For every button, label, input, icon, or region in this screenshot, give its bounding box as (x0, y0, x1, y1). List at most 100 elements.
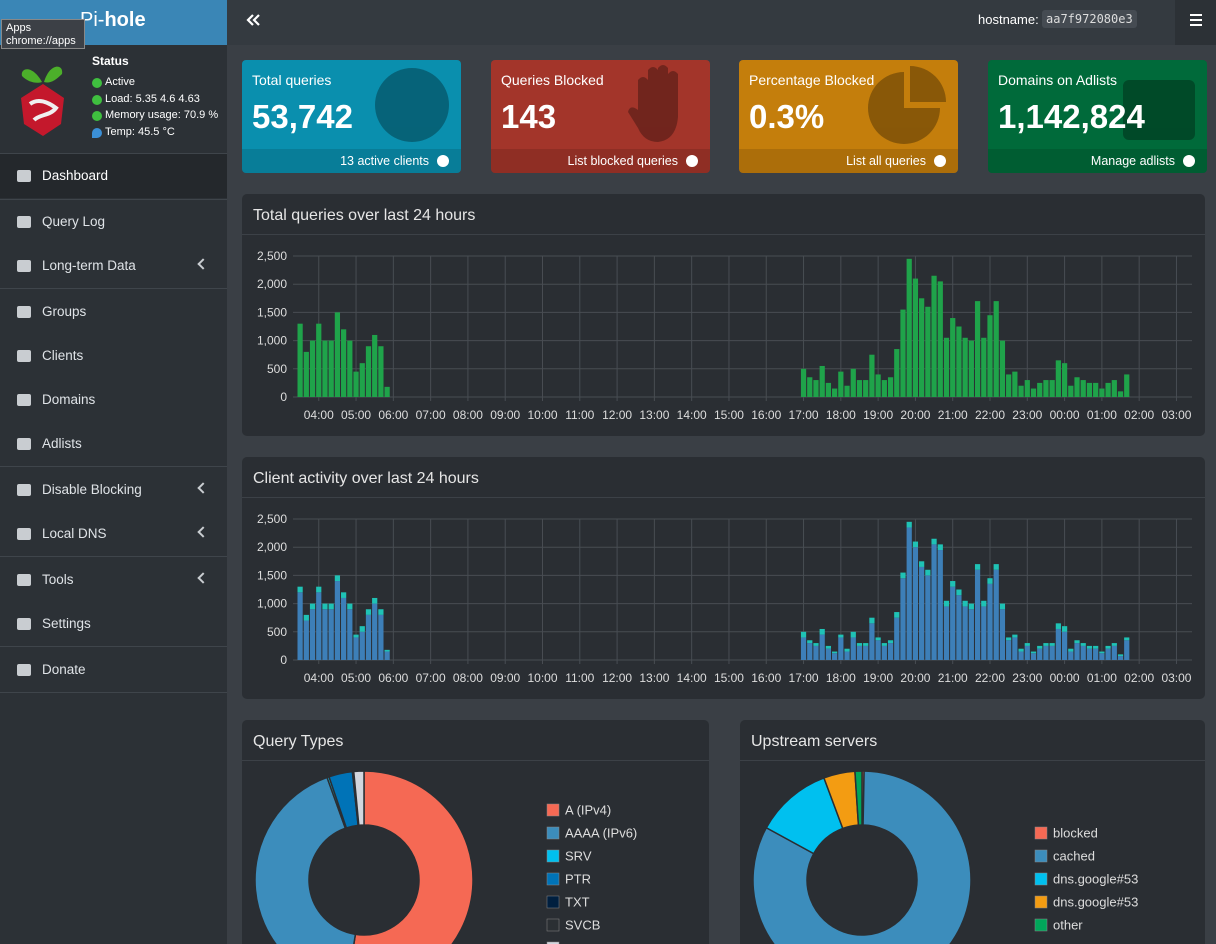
bar (372, 334, 378, 397)
menu-label: Local DNS (42, 526, 107, 541)
bar-segment (887, 643, 894, 660)
legend-label: dns.google#53 (1053, 872, 1138, 887)
bar-segment (372, 603, 378, 660)
menu-item[interactable]: Dashboard (0, 154, 227, 198)
legend-label: AAAA (IPv6) (565, 826, 637, 841)
bar-segment (925, 575, 931, 660)
status-item: Load: 5.35 4.6 4.63 (92, 93, 227, 110)
menu-toggle[interactable] (1175, 0, 1216, 45)
bar-segment (1099, 651, 1105, 654)
bar-segment (993, 569, 999, 660)
bar-segment (1086, 648, 1093, 660)
bar-segment (937, 544, 943, 551)
bar-segment (1018, 648, 1024, 652)
bar-segment (1105, 645, 1111, 649)
menu-icon (17, 260, 31, 272)
stat-title: Percentage Blocked (749, 72, 875, 88)
stat-link-icon (686, 155, 698, 167)
y-tick-label: 1,500 (257, 568, 287, 582)
menu-item[interactable]: Groups (0, 290, 227, 334)
menu-separator (0, 556, 227, 557)
legend-swatch (546, 849, 560, 863)
menu-item[interactable]: Domains (0, 378, 227, 422)
bar (825, 382, 832, 397)
hand (628, 65, 678, 142)
stat-link[interactable]: Manage adlists (1090, 154, 1175, 168)
bar (1086, 382, 1093, 397)
stat-icon (1123, 80, 1195, 140)
status-text: Memory usage: 70.9 % (105, 109, 219, 121)
legend-swatch (1034, 918, 1048, 932)
menu-label: Disable Blocking (42, 482, 142, 497)
bar (328, 340, 334, 397)
bar (887, 377, 894, 397)
legend-swatch (546, 941, 560, 944)
y-tick-label: 2,500 (257, 249, 287, 263)
bar (943, 337, 950, 397)
x-tick-label: 00:00 (1050, 408, 1080, 422)
bar-segment (1055, 623, 1061, 629)
bar-segment (297, 586, 303, 593)
bar (1093, 382, 1099, 397)
legend-label: cached (1053, 849, 1095, 864)
bar-segment (378, 609, 384, 615)
x-tick-label: 13:00 (639, 671, 669, 685)
stat-link[interactable]: List all queries (846, 154, 926, 168)
stat-footer[interactable]: 13 active clients (242, 149, 461, 173)
stat-footer[interactable]: Manage adlists (988, 149, 1207, 173)
bar-segment (322, 609, 328, 660)
bar-segment (850, 631, 856, 638)
stat-value: 53,742 (252, 98, 353, 135)
bar-segment (1018, 651, 1024, 660)
menu-item[interactable]: Settings (0, 602, 227, 646)
bar-segment (353, 634, 359, 638)
stat-link[interactable]: 13 active clients (340, 154, 429, 168)
menu-item[interactable]: Tools (0, 558, 227, 602)
x-tick-label: 21:00 (938, 408, 968, 422)
x-tick-label: 17:00 (789, 408, 819, 422)
bar-segment (334, 581, 341, 660)
bar-segment (1080, 645, 1086, 660)
stat-value: 143 (501, 98, 557, 135)
bar-segment (1055, 628, 1061, 660)
bar (832, 388, 838, 397)
bar-segment (974, 569, 981, 660)
menu-item[interactable]: Disable Blocking (0, 468, 227, 512)
bar (956, 326, 962, 397)
bar (1018, 385, 1024, 397)
brand-suffix: hole (104, 9, 146, 31)
bar-segment (1080, 643, 1086, 646)
stat-link-icon (437, 155, 449, 167)
hostname-label: hostname: (978, 12, 1039, 27)
hostname: aa7f972080e3 (1042, 10, 1137, 28)
bar (1061, 363, 1068, 397)
x-tick-label: 16:00 (751, 408, 781, 422)
menu-item[interactable]: Clients (0, 334, 227, 378)
legend-swatch (1034, 826, 1048, 840)
bar (334, 312, 341, 397)
bar-segment (825, 645, 832, 649)
menu-item[interactable]: Adlists (0, 422, 227, 466)
menu-item[interactable]: Query Log (0, 200, 227, 244)
bar (856, 380, 863, 397)
status-title: Status (92, 54, 129, 68)
pie-slice (254, 776, 357, 944)
menu-item[interactable]: Donate (0, 648, 227, 692)
stat-footer[interactable]: List blocked queries (491, 149, 710, 173)
bar (968, 340, 974, 397)
menu-item[interactable]: Long-term Data (0, 244, 227, 288)
bar-segment (1099, 653, 1105, 660)
x-tick-label: 18:00 (826, 408, 856, 422)
menu-separator (0, 692, 227, 693)
bar-segment (956, 595, 962, 660)
collapse-button[interactable] (244, 12, 262, 30)
list-icon (1123, 80, 1195, 140)
menu-chevron (197, 482, 209, 494)
menu-item[interactable]: Local DNS (0, 512, 227, 556)
stat-link[interactable]: List blocked queries (567, 154, 678, 168)
stat-footer[interactable]: List all queries (739, 149, 958, 173)
bar (1030, 388, 1037, 397)
stat-value: 1,142,824 (998, 98, 1145, 135)
stat-value: 0.3% (749, 98, 825, 135)
bar-segment (819, 634, 825, 660)
